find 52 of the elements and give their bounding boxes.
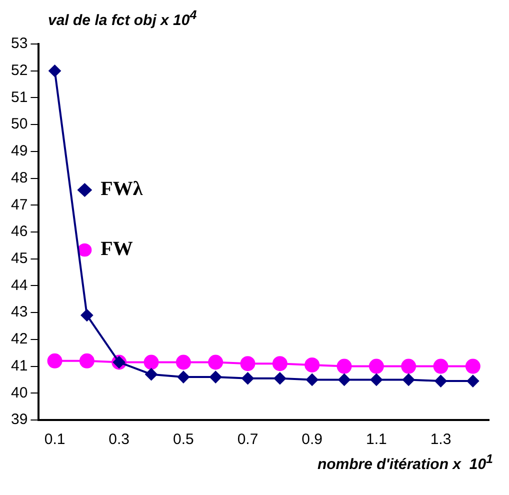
legend-label: FWλ [100, 178, 143, 200]
point [434, 375, 447, 388]
point [368, 358, 384, 374]
point [401, 358, 416, 374]
y-tick-label: 48 [10, 169, 28, 186]
y-tick-label: 39 [10, 411, 28, 428]
point [274, 372, 286, 384]
point [176, 354, 191, 370]
point [304, 357, 320, 372]
legend-label: FW [100, 238, 133, 260]
y-tick-label: 44 [10, 276, 28, 294]
y-tick-label: 41 [10, 357, 28, 374]
point [370, 374, 382, 386]
point [240, 356, 256, 372]
y-tick-label: 46 [10, 223, 28, 240]
y-tick-label: 40 [10, 384, 28, 402]
point [336, 358, 352, 374]
point [466, 375, 479, 388]
point [145, 368, 158, 380]
point [465, 358, 480, 374]
y-tick-label: 43 [10, 304, 28, 321]
point [79, 353, 94, 368]
point [306, 374, 318, 386]
point [48, 64, 61, 77]
point [272, 356, 288, 372]
point [402, 374, 415, 386]
x-tick-label: 1.3 [430, 431, 452, 448]
y-tick-label: 52 [10, 62, 28, 79]
point [208, 354, 224, 370]
x-axis-title: nombre d'itération x 10$^{1}$ [316, 452, 494, 473]
x-tick-label: 0.9 [302, 431, 323, 448]
y-tick-label: 47 [10, 196, 28, 214]
point [177, 371, 190, 384]
point [210, 371, 222, 384]
y-axis-title: val de la fct obj x 10$^{4}$ [48, 8, 198, 31]
x-tick-label: 0.1 [44, 431, 66, 448]
x-tick-label: 0.5 [173, 431, 194, 448]
point [242, 372, 254, 384]
y-tick-label: 53 [10, 35, 28, 52]
point [338, 374, 350, 386]
y-tick-label: 45 [10, 250, 28, 267]
point [80, 309, 93, 322]
x-tick-label: 1.1 [366, 431, 387, 448]
y-tick-label: 49 [10, 142, 28, 160]
x-tick-label: 0.3 [108, 431, 130, 448]
point [144, 354, 159, 370]
point [433, 358, 448, 374]
y-tick-label: 50 [10, 116, 28, 133]
y-tick-label: 42 [10, 330, 28, 348]
x-tick-label: 0.7 [237, 431, 258, 448]
y-tick-label: 51 [10, 88, 28, 106]
point [47, 353, 62, 368]
